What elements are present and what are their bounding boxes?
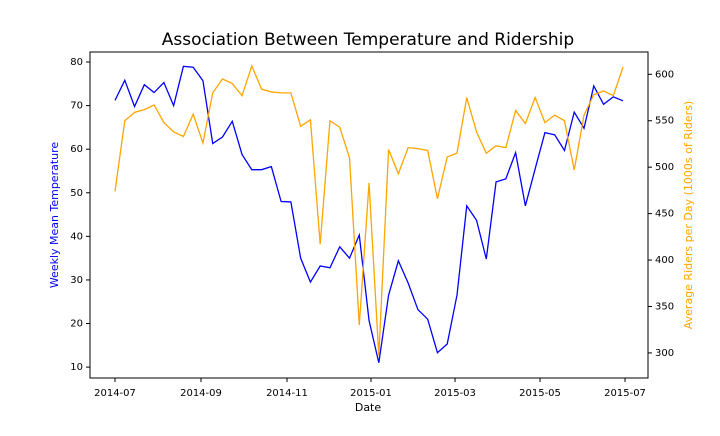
y2-tick-label: 600 bbox=[655, 69, 674, 80]
y2-axis-label: Average Riders per Day (1000s of Riders) bbox=[682, 101, 695, 329]
y-tick-label: 10 bbox=[70, 362, 83, 373]
y2-tick-label: 450 bbox=[655, 209, 674, 220]
y-tick-label: 70 bbox=[70, 101, 83, 112]
chart-title: Association Between Temperature and Ride… bbox=[162, 30, 574, 50]
y-tick-label: 20 bbox=[70, 319, 83, 330]
x-tick-label: 2015-03 bbox=[434, 388, 476, 399]
series-line bbox=[114, 65, 624, 363]
y2-tick-label: 550 bbox=[655, 116, 674, 127]
y-tick-label: 30 bbox=[70, 275, 83, 286]
y2-tick-label: 350 bbox=[655, 301, 674, 312]
y2-tick-label: 500 bbox=[655, 162, 674, 173]
x-tick-label: 2015-01 bbox=[350, 388, 392, 399]
x-tick-label: 2015-05 bbox=[519, 388, 561, 399]
x-tick-label: 2014-09 bbox=[180, 388, 222, 399]
y2-tick-label: 400 bbox=[655, 255, 674, 266]
y-tick-label: 40 bbox=[70, 231, 83, 242]
x-tick-label: 2014-07 bbox=[94, 388, 136, 399]
y-tick-label: 80 bbox=[70, 57, 83, 68]
x-tick-label: 2015-07 bbox=[604, 388, 646, 399]
x-axis-label: Date bbox=[355, 401, 382, 414]
y2-tick-label: 300 bbox=[655, 348, 674, 359]
y-tick-label: 50 bbox=[70, 188, 83, 199]
x-tick-label: 2014-11 bbox=[266, 388, 308, 399]
plot-frame bbox=[89, 51, 649, 379]
y-axis-label: Weekly Mean Temperature bbox=[48, 142, 61, 289]
series-line bbox=[114, 64, 624, 356]
y-tick-label: 60 bbox=[70, 144, 83, 155]
